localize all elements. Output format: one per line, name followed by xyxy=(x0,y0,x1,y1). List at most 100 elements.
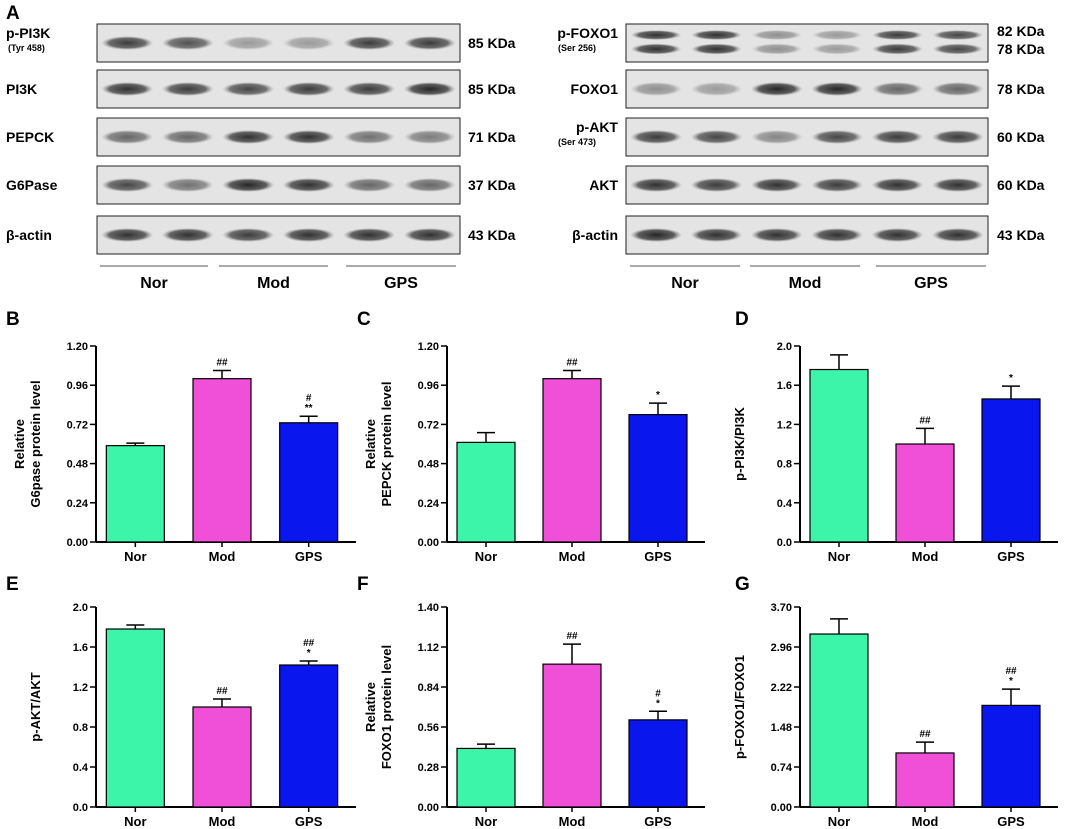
bar-mod xyxy=(542,663,602,808)
blot-band xyxy=(403,228,456,242)
blot-strip-right-0 xyxy=(625,23,989,63)
blot-band xyxy=(750,228,803,242)
group-label-nor: Nor xyxy=(140,275,168,292)
panel-letter-a: A xyxy=(6,3,20,24)
significance-marker: ## xyxy=(919,415,931,426)
significance-marker: * xyxy=(656,698,660,709)
y-tick-label: 0.00 xyxy=(67,537,88,549)
blot-band xyxy=(871,228,924,242)
x-tick-label: Mod xyxy=(559,549,586,564)
x-tick-label: GPS xyxy=(295,549,323,564)
blot-band xyxy=(931,228,984,242)
y-tick-label: 1.12 xyxy=(418,642,439,654)
y-tick-label: 0.4 xyxy=(73,762,89,774)
blot-band xyxy=(161,36,214,50)
group-label-gps: GPS xyxy=(914,275,948,292)
significance-marker: ## xyxy=(566,358,578,369)
blot-band xyxy=(630,82,683,96)
blot-band xyxy=(871,130,924,144)
x-tick-label: Nor xyxy=(124,549,146,564)
y-tick-label: 1.2 xyxy=(73,682,88,694)
bar-mod xyxy=(895,443,955,543)
western-blot-panel: Ap-PI3K (Tyr 458) 85 KDa PI3K 85 KDa PEPCK 71 … xyxy=(6,3,1045,292)
blot-band xyxy=(282,36,335,50)
y-axis-label: p-FOXO1/FOXO1 xyxy=(732,655,747,759)
blot-band xyxy=(101,36,154,50)
y-tick-label: 0.00 xyxy=(418,802,439,814)
significance-marker: * xyxy=(307,648,311,659)
blot-band xyxy=(690,178,743,192)
blot-band xyxy=(222,228,275,242)
kda-label: 43 KDa xyxy=(468,227,516,243)
blot-band xyxy=(751,43,803,55)
blot-band xyxy=(750,130,803,144)
group-label-nor: Nor xyxy=(671,275,699,292)
blot-band xyxy=(630,30,682,40)
y-tick-label: 0.96 xyxy=(67,380,88,392)
bar-gps xyxy=(628,414,688,543)
kda-label: 78 KDa xyxy=(997,41,1045,57)
blot-sublabel: (Tyr 458) xyxy=(8,43,45,53)
y-tick-label: 0.74 xyxy=(771,762,793,774)
panel-letter-g: G xyxy=(735,574,750,595)
blot-band xyxy=(630,228,683,242)
bar-nor xyxy=(809,368,869,543)
blot-band xyxy=(222,130,275,144)
significance-marker: * xyxy=(1009,676,1013,687)
blot-band xyxy=(931,130,984,144)
kda-label: 82 KDa xyxy=(997,23,1045,39)
blot-label: β-actin xyxy=(572,227,618,243)
blot-band xyxy=(691,30,742,40)
blot-strip-right-3 xyxy=(625,165,989,205)
x-tick-label: GPS xyxy=(295,814,323,829)
bar-gps xyxy=(981,398,1041,543)
y-axis-label: G6pase protein level xyxy=(28,380,43,507)
kda-label: 43 KDa xyxy=(997,227,1045,243)
x-tick-label: Mod xyxy=(559,814,586,829)
y-tick-label: 0.24 xyxy=(418,498,440,510)
x-tick-label: Nor xyxy=(828,549,850,564)
y-tick-label: 0.24 xyxy=(67,498,89,510)
significance-marker: # xyxy=(306,393,312,404)
blot-strip-right-4 xyxy=(625,215,989,255)
y-axis-label: p-PI3K/PI3K xyxy=(732,407,747,481)
blot-band xyxy=(343,82,396,96)
y-tick-label: 0.72 xyxy=(418,419,439,431)
bar-gps xyxy=(981,704,1041,808)
chart-d: D 0.0 0.4 0.8 1.2 1.6 2.0 p-PI3K/PI3K Nor Mod ## GP… xyxy=(732,309,1058,564)
bar-gps xyxy=(279,664,339,808)
blot-band xyxy=(691,43,742,55)
bar-nor xyxy=(456,747,516,808)
y-axis-label: p-AKT/AKT xyxy=(28,672,43,741)
chart-e: E 0.0 0.4 0.8 1.2 1.6 2.0 p-AKT/AKT Nor Mod ## GPS #… xyxy=(6,574,356,829)
y-tick-label: 1.6 xyxy=(777,380,792,392)
y-tick-label: 0.0 xyxy=(73,802,88,814)
blot-strip-left-2 xyxy=(96,117,461,157)
y-tick-label: 2.0 xyxy=(73,602,88,614)
y-tick-label: 1.6 xyxy=(73,642,88,654)
bar-mod xyxy=(542,378,602,543)
kda-label: 37 KDa xyxy=(468,177,516,193)
x-tick-label: Mod xyxy=(912,814,939,829)
x-tick-label: GPS xyxy=(997,549,1025,564)
blot-band xyxy=(931,178,984,192)
blot-band xyxy=(101,130,154,144)
bar-mod xyxy=(192,706,252,808)
x-tick-label: Mod xyxy=(209,549,236,564)
blot-band xyxy=(751,30,803,40)
blot-band xyxy=(872,30,923,40)
x-tick-label: Nor xyxy=(475,549,497,564)
blot-label: AKT xyxy=(589,177,618,193)
x-tick-label: GPS xyxy=(997,814,1025,829)
blot-sublabel: (Ser 256) xyxy=(558,43,596,53)
x-tick-label: Nor xyxy=(475,814,497,829)
blot-band xyxy=(403,130,456,144)
bar-gps xyxy=(279,422,339,543)
blot-band xyxy=(282,82,335,96)
group-label-mod: Mod xyxy=(789,275,822,292)
kda-label: 71 KDa xyxy=(468,129,516,145)
blot-label: p-FOXO1 xyxy=(557,25,618,41)
blot-band xyxy=(932,30,984,40)
y-axis-label: Relative xyxy=(363,419,378,469)
blot-band xyxy=(871,178,924,192)
